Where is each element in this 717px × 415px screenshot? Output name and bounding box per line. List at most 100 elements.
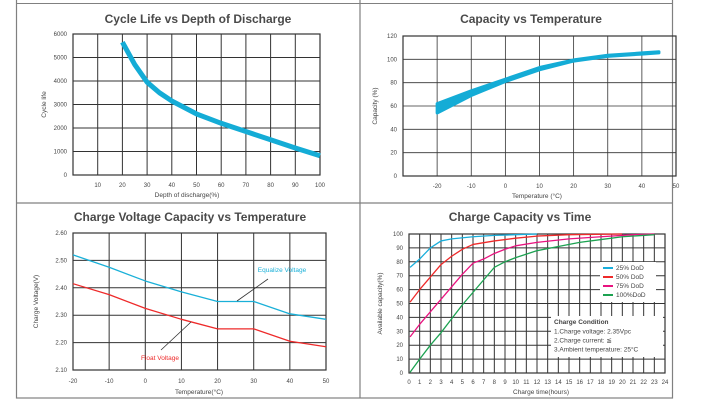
x-tick-label: 3	[439, 380, 443, 386]
y-tick-label: 90	[396, 246, 403, 252]
y-axis-label: Available capacity(%)	[377, 272, 384, 334]
y-axis-label: Cycle life	[41, 91, 48, 118]
x-tick-label: 80	[267, 183, 274, 189]
x-tick-label: 4	[450, 380, 454, 386]
x-tick-label: 20	[570, 184, 577, 190]
y-tick-label: 20	[396, 343, 403, 349]
x-tick-label: 10	[178, 379, 185, 385]
charge-condition-box: Charge Condition 1.Charge voltage: 2.35Vp…	[551, 316, 663, 357]
x-tick-label: -20	[69, 379, 78, 385]
y-tick-label: 6000	[54, 32, 68, 38]
x-tick-label: 2	[429, 380, 433, 386]
equalize-voltage-label: Equalize Voltage	[258, 267, 307, 274]
annotation-heading: Charge Condition	[554, 319, 609, 326]
chart-title: Charge Voltage Capacity vs Temperature	[74, 210, 307, 224]
y-tick-label: 2.60	[55, 231, 67, 237]
y-tick-label: 100	[387, 57, 398, 63]
x-tick-label: 21	[630, 380, 637, 386]
chart-title: Capacity vs Temperature	[460, 12, 602, 26]
x-tick-label: 50	[673, 184, 680, 190]
y-tick-label: 40	[396, 315, 403, 321]
float-leader-line	[160, 321, 192, 351]
x-tick-label: -20	[433, 184, 442, 190]
y-tick-label: 60	[390, 104, 397, 110]
y-tick-label: 0	[394, 174, 398, 180]
x-tick-label: 24	[662, 380, 669, 386]
y-tick-label: 70	[396, 274, 403, 280]
equalize-leader-line	[236, 278, 269, 302]
y-tick-label: 100	[393, 232, 404, 238]
x-tick-label: 40	[287, 379, 294, 385]
x-tick-label: 9	[503, 380, 507, 386]
y-tick-label: 5000	[54, 56, 68, 62]
legend: 25% DoD 50% DoD 75% DoD 100%DoD	[600, 262, 656, 302]
chart-title: Cycle Life vs Depth of Discharge	[105, 12, 292, 26]
x-tick-label: 5	[461, 380, 465, 386]
y-tick-label: 0	[64, 173, 68, 179]
plot-frame	[402, 35, 677, 177]
y-tick-label: 50	[396, 302, 403, 308]
y-axis-label: Capacity (%)	[372, 87, 379, 124]
x-tick-label: 16	[576, 380, 583, 386]
grid	[72, 232, 327, 371]
y-tick-label: 2.30	[55, 313, 67, 319]
x-tick-label: 30	[604, 184, 611, 190]
chart-charge-voltage: Charge Voltage Capacity vs Temperature -2…	[33, 210, 330, 396]
panel-frames	[15, 0, 674, 399]
y-tick-label: 10	[396, 357, 403, 363]
x-tick-label: 40	[168, 183, 175, 189]
x-tick-label: 19	[608, 380, 615, 386]
series-line-1	[72, 283, 327, 348]
y-tick-label: 120	[387, 34, 398, 40]
x-axis-label: Charge time(hours)	[513, 389, 569, 396]
float-voltage-label: Float Voltage	[141, 355, 179, 362]
x-axis-label: Depth of discharge(%)	[155, 192, 220, 199]
chart-cycle-life: Cycle Life vs Depth of Discharge 10 20 30 40…	[41, 12, 326, 199]
x-tick-label: 20	[119, 183, 126, 189]
y-axis-label: Charge Voltage(V)	[33, 275, 40, 328]
x-tick-label: -10	[105, 379, 114, 385]
x-tick-label: 50	[323, 379, 330, 385]
chart-capacity-temperature: Capacity vs Temperature -20 -10 0 10 20 30 40 50…	[372, 12, 680, 200]
y-tick-label: 2.40	[55, 286, 67, 292]
x-tick-label: 20	[619, 380, 626, 386]
annotation-background	[551, 316, 663, 357]
x-tick-label: 70	[243, 183, 250, 189]
x-tick-label: 60	[218, 183, 225, 189]
annotation-line: 1.Charge voltage: 2.35Vpc	[554, 329, 632, 336]
x-tick-label: 50	[193, 183, 200, 189]
x-tick-label: 15	[566, 380, 573, 386]
series-line-1	[409, 233, 623, 303]
y-tick-label: 1000	[54, 150, 68, 156]
x-tick-label: 30	[144, 183, 151, 189]
series-line-0	[409, 233, 538, 268]
outer-frame	[15, 0, 674, 399]
series-line-2	[409, 233, 655, 338]
x-tick-label: 11	[523, 380, 530, 386]
x-axis-label: Temperature (°C)	[512, 192, 562, 200]
legend-label: 75% DoD	[616, 283, 644, 290]
plot-frame	[72, 33, 321, 176]
x-tick-label: 1	[418, 380, 422, 386]
x-tick-label: 90	[292, 183, 299, 189]
x-tick-label: 0	[144, 379, 148, 385]
y-tick-label: 2.10	[55, 368, 67, 374]
x-tick-label: 0	[504, 184, 508, 190]
legend-label: 100%DoD	[616, 292, 646, 299]
x-tick-label: 10	[512, 380, 519, 386]
capacity-band	[435, 50, 661, 115]
x-tick-label: 22	[640, 380, 647, 386]
annotation-line: 2.Charge current: ≦	[554, 338, 612, 345]
x-tick-label: 18	[598, 380, 605, 386]
x-tick-label: 8	[493, 380, 497, 386]
chart-title: Charge Capacity vs Time	[449, 210, 592, 224]
annotation-line: 3.Ambient temperature: 25°C	[554, 346, 639, 354]
x-tick-label: 10	[94, 183, 101, 189]
y-tick-label: 40	[390, 127, 397, 133]
x-tick-label: 7	[482, 380, 486, 386]
y-tick-label: 80	[390, 81, 397, 87]
x-tick-label: -10	[467, 184, 476, 190]
x-tick-label: 14	[555, 380, 562, 386]
x-tick-label: 20	[214, 379, 221, 385]
